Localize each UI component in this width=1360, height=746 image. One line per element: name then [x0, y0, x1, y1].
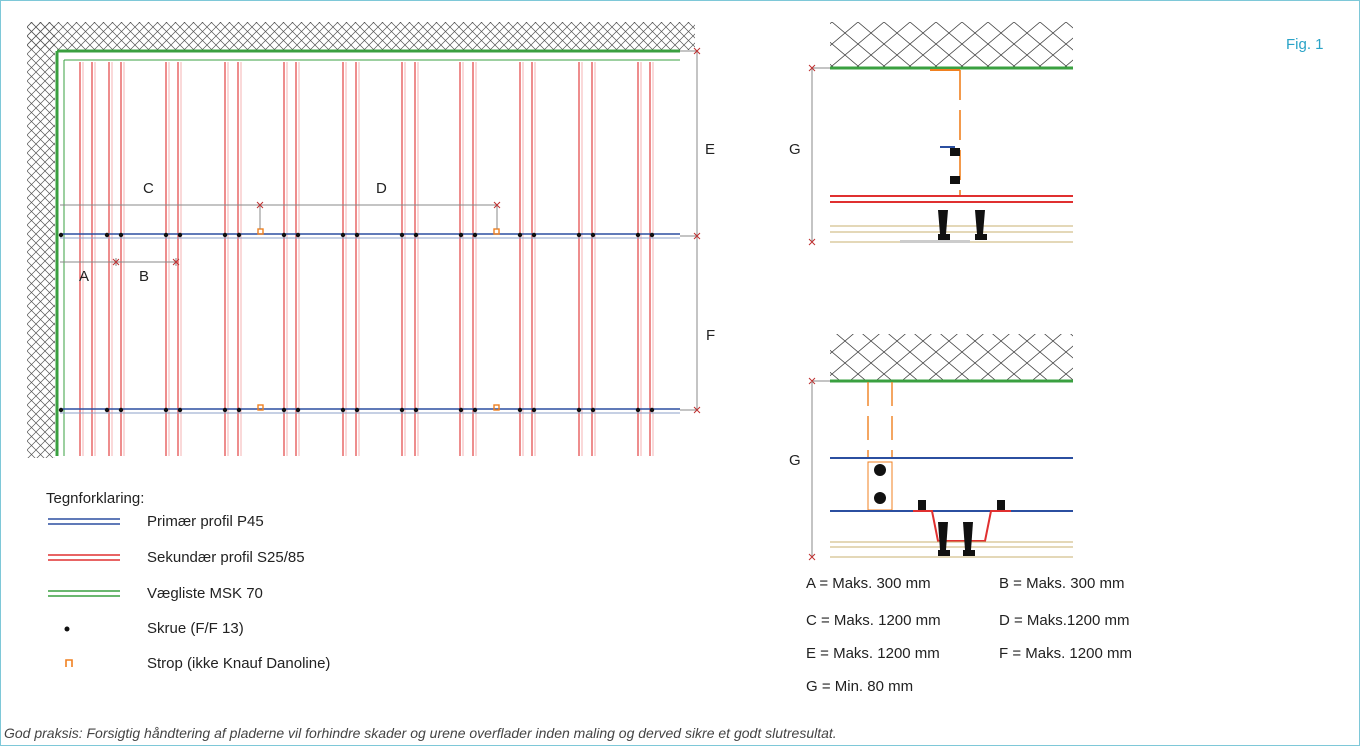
screw-dot [576, 407, 582, 413]
screw-dot [649, 232, 655, 238]
dimension-label-g-bottom: G [789, 452, 801, 469]
wall-angle [55, 49, 680, 456]
spec-d: D = Maks.1200 mm [999, 612, 1130, 629]
wall-hatch-left [27, 22, 55, 458]
dimension-label-g-top: G [789, 141, 801, 158]
screw-dot [635, 407, 641, 413]
screw-dot [635, 232, 641, 238]
strap-icon [65, 659, 73, 667]
screw-dot [531, 407, 537, 413]
legend-item-strap: Strop (ikke Knauf Danoline) [147, 655, 331, 672]
section-view-top [808, 22, 1073, 246]
screw-dot [590, 407, 596, 413]
spec-g: G = Min. 80 mm [806, 678, 914, 695]
screw-dot [354, 407, 360, 413]
screw-dot [58, 232, 64, 238]
screw-dot [413, 407, 419, 413]
screw-dot [517, 407, 523, 413]
figure-label: Fig. 1 [1286, 36, 1324, 53]
dimension-label-c: C [143, 180, 154, 197]
screw-dot [295, 232, 301, 238]
screw-dot [295, 407, 301, 413]
screw-dot [472, 407, 478, 413]
screw-dot [281, 232, 287, 238]
screw-dot [649, 407, 655, 413]
screw-dot [590, 232, 596, 238]
plan-dimension-ticks [112, 47, 701, 414]
screw-dot [163, 407, 169, 413]
screw-dot [118, 232, 124, 238]
legend-item-wall: Vægliste MSK 70 [147, 585, 263, 602]
screw-dot [104, 407, 110, 413]
screw-dot [340, 407, 346, 413]
spec-a: A = Maks. 300 mm [806, 575, 931, 592]
legend-title: Tegnforklaring: [46, 490, 145, 507]
screw-dot [104, 232, 110, 238]
legend-item-secondary: Sekundær profil S25/85 [147, 549, 305, 566]
screw-dot [413, 232, 419, 238]
legend-symbols [48, 518, 120, 667]
plan-screws [58, 232, 655, 413]
spec-f: F = Maks. 1200 mm [999, 645, 1132, 662]
dimension-label-f: F [706, 327, 716, 344]
screw-dot [472, 232, 478, 238]
screw-dot [517, 232, 523, 238]
spec-e: E = Maks. 1200 mm [806, 645, 940, 662]
dimension-label-d: D [376, 180, 387, 197]
screw-dot [177, 232, 183, 238]
screw-icon [918, 500, 1005, 556]
screw-dot [531, 232, 537, 238]
screw-dot [399, 407, 405, 413]
screw-dot [458, 407, 464, 413]
screw-icon [64, 626, 70, 632]
screw-dot [177, 407, 183, 413]
slab-hatch [830, 22, 1073, 68]
spec-c: C = Maks. 1200 mm [806, 612, 941, 629]
strap [257, 404, 264, 411]
footer-note: God praksis: Forsigtig håndtering af pla… [4, 725, 837, 741]
screw-icon [874, 464, 886, 476]
wall-hatch-top [27, 22, 695, 50]
slab-hatch [830, 334, 1073, 380]
screw-dot [354, 232, 360, 238]
secondary-profiles [79, 62, 654, 456]
screw-dot [236, 232, 242, 238]
screw-dot [222, 232, 228, 238]
plan-view [27, 22, 701, 460]
screw-dot [340, 232, 346, 238]
panel-joint [900, 240, 970, 243]
screw-icon [938, 148, 987, 240]
strap [493, 404, 500, 411]
section-view-bottom [808, 334, 1073, 561]
screw-dot [399, 232, 405, 238]
screw-dot [458, 232, 464, 238]
primary-profiles [60, 233, 680, 414]
screw-dot [58, 407, 64, 413]
dimension-label-a: A [79, 268, 90, 285]
secondary-profile-shape [913, 510, 1011, 542]
screw-icon [874, 492, 886, 504]
dimension-label-e: E [705, 141, 716, 158]
screw-dot [576, 232, 582, 238]
spec-b: B = Maks. 300 mm [999, 575, 1125, 592]
screw-dot [281, 407, 287, 413]
dimension-label-b: B [139, 268, 150, 285]
legend-item-primary: Primær profil P45 [147, 513, 264, 530]
screw-dot [118, 407, 124, 413]
legend-item-screw: Skrue (F/F 13) [147, 620, 244, 637]
screw-dot [222, 407, 228, 413]
screw-dot [163, 232, 169, 238]
screw-dot [236, 407, 242, 413]
